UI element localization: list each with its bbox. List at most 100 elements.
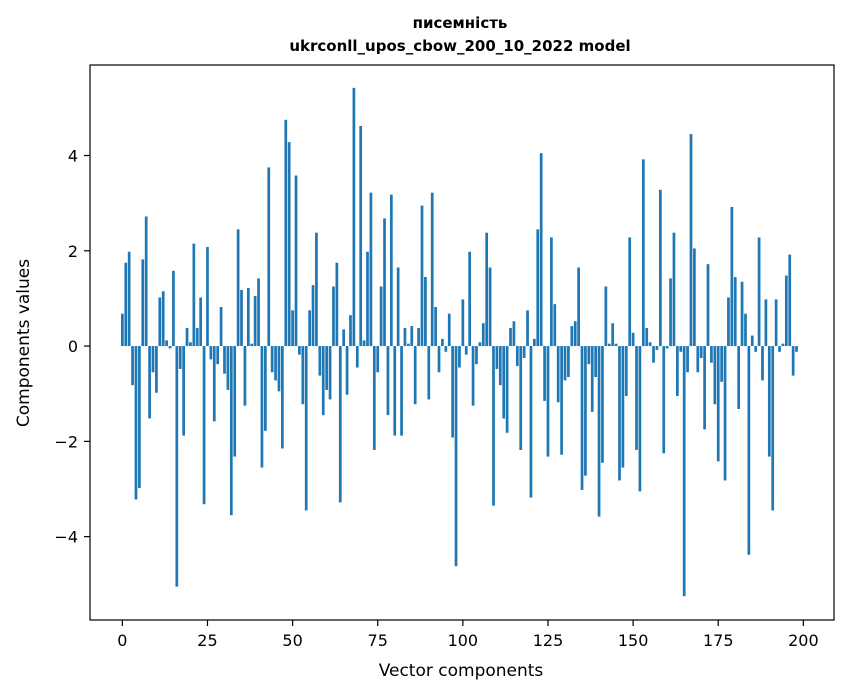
bar [767, 346, 771, 457]
bar [434, 307, 437, 347]
bar [488, 267, 492, 347]
bar [502, 346, 506, 419]
bar [781, 343, 785, 347]
bar [631, 332, 635, 347]
bar [315, 232, 318, 347]
y-axis-ticks: −4 −2 0 2 4 [54, 147, 90, 547]
bar [175, 346, 179, 587]
bar [740, 281, 744, 347]
bar [468, 251, 472, 347]
bar [195, 327, 199, 347]
bar [672, 232, 676, 347]
bar [219, 307, 223, 347]
bar [641, 159, 645, 347]
bar [750, 335, 754, 347]
bar [522, 346, 526, 358]
bar [236, 229, 240, 347]
bar [427, 346, 431, 400]
bar [727, 297, 730, 347]
bar [689, 134, 693, 347]
bar [481, 323, 485, 347]
bar [335, 262, 339, 347]
bar [424, 277, 427, 347]
bar [567, 346, 570, 378]
bar [774, 299, 778, 347]
bar [761, 346, 764, 381]
bar [560, 346, 563, 455]
bar [464, 346, 468, 355]
bar [784, 275, 788, 347]
bar [509, 327, 512, 347]
bar [366, 251, 369, 347]
bar [246, 287, 250, 347]
bar [471, 346, 475, 406]
bar [226, 346, 230, 390]
bar [376, 346, 380, 373]
bar [611, 323, 615, 347]
bar [454, 346, 458, 567]
x-tick-label: 200 [788, 631, 819, 650]
bar [532, 338, 536, 347]
y-tick-label: 0 [68, 337, 78, 356]
bar [747, 346, 751, 555]
bar [178, 346, 182, 369]
bar [461, 299, 465, 347]
y-tick-label: −4 [54, 528, 78, 547]
bar [342, 329, 346, 347]
x-tick-label: 0 [117, 631, 127, 650]
bar [131, 346, 134, 386]
bar [686, 346, 689, 373]
bar [757, 237, 761, 347]
bar [134, 346, 138, 500]
bar [614, 343, 618, 347]
bar [240, 289, 243, 347]
bar [539, 153, 543, 347]
bar [223, 346, 226, 374]
y-tick-label: −2 [54, 432, 78, 451]
y-tick-label: 2 [68, 242, 78, 261]
bar [526, 310, 529, 347]
bar [216, 346, 220, 365]
bar [635, 346, 638, 450]
bar [189, 342, 192, 347]
bar [124, 262, 128, 347]
bar [648, 342, 652, 347]
bar [349, 315, 352, 347]
bar [352, 87, 356, 347]
bar [730, 206, 734, 347]
bar [274, 346, 277, 381]
bar [144, 216, 148, 347]
bar [206, 246, 209, 347]
bar [155, 346, 158, 393]
bar [233, 346, 237, 457]
bar [498, 346, 502, 386]
bar [512, 321, 516, 347]
bar [447, 313, 451, 347]
bar [710, 346, 713, 363]
bar [546, 346, 550, 457]
bar [628, 237, 632, 347]
bar [253, 296, 257, 347]
bar [679, 346, 683, 352]
bar [270, 346, 274, 373]
bar [716, 346, 720, 462]
bar [260, 346, 264, 468]
bar [682, 346, 686, 597]
bar [495, 346, 499, 369]
bar [192, 243, 196, 347]
bar [277, 346, 281, 392]
bar [744, 313, 747, 347]
bar [318, 346, 322, 376]
bar [665, 346, 669, 349]
bar [359, 125, 363, 347]
bar [764, 299, 768, 347]
bar [645, 327, 649, 347]
bar [161, 291, 165, 347]
bar [723, 346, 727, 481]
bar [383, 218, 386, 347]
bar [444, 346, 448, 352]
bar [379, 286, 383, 347]
bar [332, 286, 335, 347]
bar [281, 346, 284, 449]
y-axis-label: Components values [14, 259, 34, 427]
